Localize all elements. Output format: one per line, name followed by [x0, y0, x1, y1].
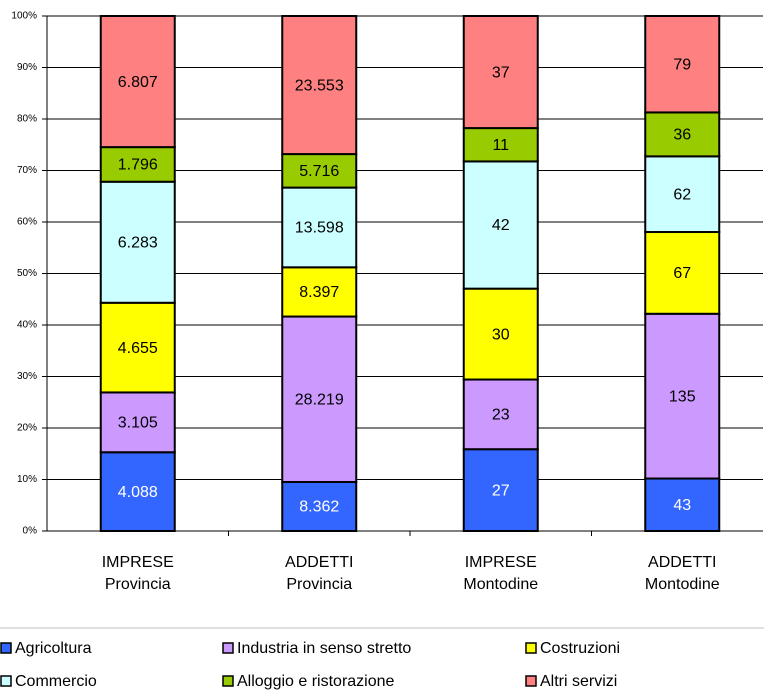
bar-segment	[462, 160, 539, 290]
data-label: 62	[673, 186, 691, 203]
data-label: 43	[673, 497, 691, 514]
data-label: 1.796	[118, 157, 158, 174]
legend-label: Altri servizi	[540, 673, 617, 690]
bar-segment	[281, 266, 358, 318]
x-tick-label: Provincia	[105, 576, 171, 593]
bar-segment	[281, 186, 358, 269]
x-tick-label: Montodine	[645, 576, 720, 593]
y-tick-label: 20%	[17, 423, 37, 434]
legend-label: Costruzioni	[540, 640, 620, 657]
legend-label: Commercio	[15, 673, 97, 690]
y-tick-label: 0%	[23, 526, 38, 537]
bar-segment	[462, 15, 539, 130]
legend-swatch	[222, 642, 234, 654]
bar-segment	[99, 146, 176, 183]
data-label: 11	[492, 137, 509, 154]
bar-segment	[99, 180, 176, 304]
data-label: 30	[492, 326, 510, 343]
y-tick-label: 60%	[17, 217, 37, 228]
bar-segment	[644, 231, 721, 315]
y-tick-label: 50%	[17, 268, 37, 279]
data-label: 79	[673, 56, 691, 73]
data-label: 27	[492, 482, 510, 499]
legend-swatch	[525, 675, 537, 687]
data-label: 13.598	[295, 220, 344, 237]
bar-segment	[99, 391, 176, 454]
x-tick-label: Provincia	[286, 576, 352, 593]
y-tick-label: 10%	[17, 474, 37, 485]
bar-segment	[99, 15, 176, 149]
y-tick-label: 90%	[17, 62, 37, 73]
y-tick-label: 100%	[11, 11, 37, 22]
bar-segment	[462, 287, 539, 381]
legend-label: Industria in senso stretto	[237, 640, 411, 657]
y-tick-label: 40%	[17, 320, 37, 331]
data-label: 4.655	[118, 340, 158, 357]
data-label: 6.283	[118, 234, 158, 251]
data-label: 135	[669, 388, 696, 405]
legend-label: Alloggio e ristorazione	[237, 673, 395, 690]
legend-label: Agricoltura	[15, 640, 92, 657]
bar-segment	[281, 153, 358, 189]
x-tick-label: Montodine	[463, 576, 538, 593]
bar-segment	[644, 155, 721, 234]
y-tick-label: 70%	[17, 165, 37, 176]
data-label: 8.397	[299, 284, 339, 301]
data-label: 37	[492, 64, 510, 81]
legend-swatch	[0, 642, 12, 654]
bar-segment	[644, 312, 721, 480]
y-tick-label: 80%	[17, 114, 37, 125]
bar-segment	[462, 127, 539, 163]
data-label: 28.219	[295, 391, 344, 408]
x-tick-label: ADDETTI	[648, 554, 716, 571]
bar-segment	[281, 15, 358, 156]
legend-swatch	[525, 642, 537, 654]
data-label: 4.088	[118, 484, 158, 501]
data-label: 8.362	[299, 499, 339, 516]
bar-segment	[462, 448, 539, 532]
legend-swatch	[0, 675, 12, 687]
data-label: 6.807	[118, 74, 158, 91]
x-tick-label: IMPRESE	[465, 554, 537, 571]
x-tick-label: IMPRESE	[102, 554, 174, 571]
data-label: 23	[492, 407, 510, 424]
bar-segment	[644, 15, 721, 114]
bar-segment	[462, 378, 539, 451]
data-label: 5.716	[299, 163, 339, 180]
data-label: 23.553	[295, 77, 344, 94]
data-label: 3.105	[118, 415, 158, 432]
x-tick-label: ADDETTI	[285, 554, 353, 571]
bar-segment	[99, 301, 176, 394]
bar-segment	[644, 111, 721, 158]
data-label: 36	[673, 127, 691, 144]
data-label: 67	[673, 265, 691, 282]
y-tick-label: 30%	[17, 371, 37, 382]
legend-swatch	[222, 675, 234, 687]
data-label: 42	[492, 217, 510, 234]
